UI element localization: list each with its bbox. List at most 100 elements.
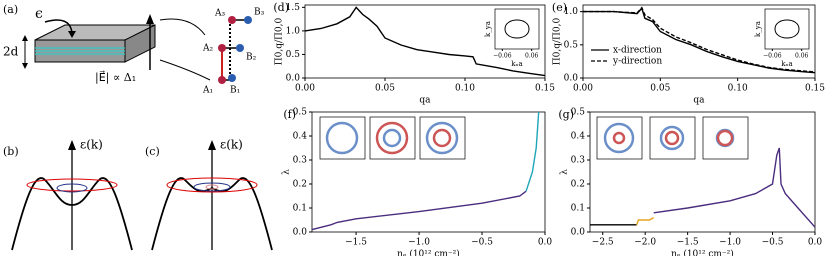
fermi-ring (612, 131, 626, 145)
panel-label: (f) (283, 108, 296, 121)
panel-label: (c) (145, 145, 160, 158)
inset-contour (504, 19, 530, 39)
y-tick-label: 0.5 (571, 108, 586, 118)
inset-x-tick-label: −0.06 (493, 53, 512, 60)
fermi-ring (375, 121, 409, 155)
x-axis-label: qa (419, 96, 431, 106)
x-tick-label: 0.10 (455, 84, 475, 94)
y-axis-label: Π0,q/Π0,0 (553, 18, 563, 66)
x-tick-label: −0.5 (762, 238, 784, 248)
fermi-ring (432, 128, 452, 148)
y-axis-label: λ (282, 169, 292, 175)
inset-x-label: kₓa (511, 60, 522, 68)
site: A₂ (202, 44, 213, 54)
panel-label: (g) (558, 108, 574, 121)
data-line (636, 216, 655, 226)
fermi-ring (425, 121, 459, 155)
plot-frame (311, 111, 546, 233)
plot-frame (582, 4, 816, 79)
panel-label: (d) (273, 1, 289, 14)
inset-y-label: k_ya (484, 21, 492, 37)
fermi-ring (603, 122, 635, 154)
x-tick-label: 0.15 (535, 84, 555, 94)
inset-frame (494, 8, 540, 50)
x-tick-label: −1.0 (719, 238, 741, 248)
inset-x-tick-label: 0.06 (795, 53, 809, 60)
site: A₃ (214, 9, 225, 19)
y-tick-label: 0.4 (293, 132, 308, 142)
y-tick-label: 0.0 (286, 74, 301, 84)
fermi-ring (664, 130, 680, 146)
y-tick-label: 1.0 (286, 26, 301, 36)
panel-label: (e) (552, 1, 567, 14)
y-tick-label: 0.3 (571, 156, 586, 166)
inset-x-tick-label: 0.06 (525, 53, 539, 60)
y-tick-label: 0.2 (571, 180, 585, 190)
y-tick-label: 0.5 (293, 108, 308, 118)
x-tick-label: −0.5 (471, 238, 493, 248)
y-tick-label: 1.5 (286, 3, 301, 13)
axis-label: ε(k) (80, 138, 103, 152)
y-axis-label: λ (560, 169, 570, 175)
inset-y-label: k_ya (754, 21, 762, 37)
x-tick-label: 0.00 (295, 84, 315, 94)
inset-x-label: kₓa (781, 60, 792, 68)
y-tick-label: 1.0 (564, 7, 579, 17)
legend-label: x-direction (613, 46, 662, 56)
inset-frame (702, 116, 749, 160)
x-tick-label: −2.0 (634, 238, 656, 248)
x-tick-label: 0.0 (538, 238, 553, 248)
fermi-ring (716, 129, 734, 147)
y-tick-label: 0.0 (571, 228, 586, 238)
slab-diagram (22, 14, 252, 84)
plot-frame (589, 111, 816, 233)
data-line (525, 111, 540, 192)
inset-frame (649, 116, 696, 160)
y-tick-label: 0.2 (293, 180, 307, 190)
x-axis-label: qa (693, 96, 705, 106)
panel-label: (a) (3, 3, 18, 16)
y-tick-label: 0.0 (564, 74, 579, 84)
x-tick-label: 0.10 (728, 84, 748, 94)
x-tick-label: −1.5 (677, 238, 699, 248)
fermi-ring (382, 128, 402, 148)
site: B₂ (246, 53, 257, 63)
fermi-ring (659, 125, 685, 151)
y-tick-label: 0.5 (564, 40, 579, 50)
data-line (653, 147, 816, 228)
epsilon: ϵ (35, 6, 43, 22)
y-tick-label: 0.5 (286, 50, 301, 60)
x-tick-label: −1.0 (408, 238, 430, 248)
fermi-ring (325, 121, 359, 155)
site: B₃ (254, 8, 265, 18)
axis-label: ε(k) (220, 138, 243, 152)
y-axis-label: Π0,q/Π0,0 (275, 18, 285, 66)
x-axis-label: nₑ (10¹² cm⁻²) (397, 249, 460, 256)
band-diagram (11, 140, 273, 251)
site: B₁ (230, 86, 240, 96)
thickness: 2d (3, 45, 19, 59)
x-tick-label: −2.5 (592, 238, 614, 248)
inset-x-tick-label: −0.06 (763, 53, 782, 60)
panel-label: (b) (3, 145, 19, 158)
x-tick-label: 0.00 (573, 84, 593, 94)
x-axis-label: nₑ (10¹² cm⁻²) (671, 249, 734, 256)
data-line (304, 6, 546, 77)
data-line (583, 6, 816, 73)
legend-label: y-direction (612, 57, 662, 67)
y-tick-label: 0.3 (293, 156, 308, 166)
plot-frame (304, 4, 546, 79)
data-line (311, 190, 527, 231)
inset-frame (764, 8, 810, 50)
site: A₁ (202, 86, 213, 96)
y-tick-label: 0.4 (571, 132, 586, 142)
y-tick-label: 0.0 (293, 228, 308, 238)
x-tick-label: 0.05 (650, 84, 670, 94)
x-tick-label: −1.5 (345, 238, 367, 248)
x-tick-label: 0.15 (805, 84, 825, 94)
x-tick-label: 0.05 (375, 84, 395, 94)
y-tick-label: 0.1 (293, 204, 307, 214)
x-tick-label: 0.0 (808, 238, 823, 248)
y-tick-label: 0.1 (571, 204, 585, 214)
